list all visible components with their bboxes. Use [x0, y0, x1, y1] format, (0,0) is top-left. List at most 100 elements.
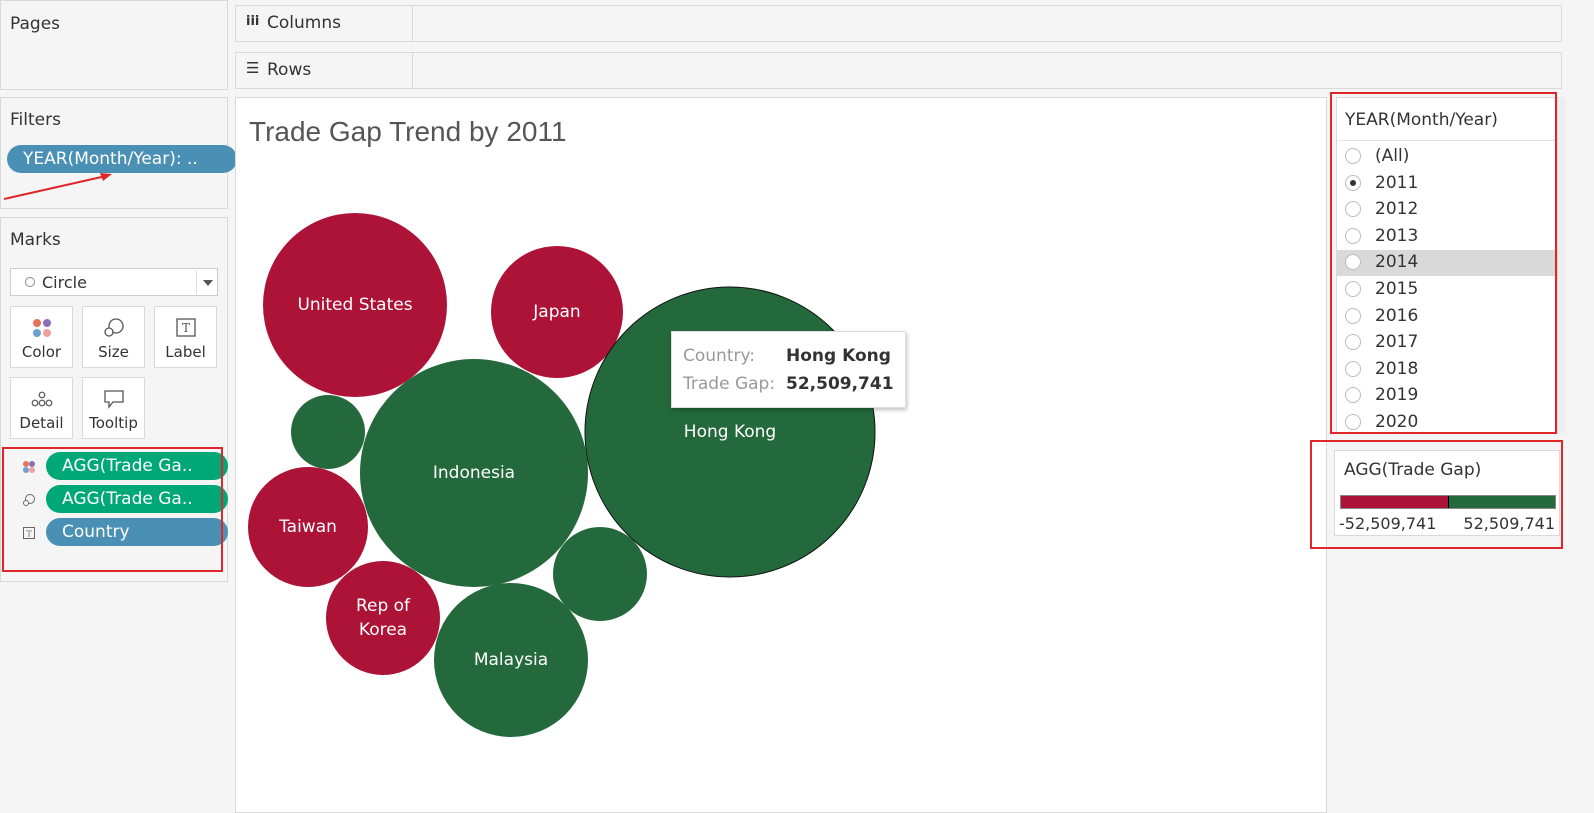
pages-card: Pages	[0, 0, 228, 90]
pill-size-icon	[23, 494, 35, 506]
year-option-2014[interactable]: 2014	[1337, 250, 1559, 277]
mark-type-value: Circle	[42, 273, 87, 292]
color-label: Color	[21, 343, 62, 361]
size-icon	[103, 318, 124, 337]
marks-size-button[interactable]: Size	[82, 306, 145, 368]
radio-button[interactable]	[1345, 387, 1361, 404]
radio-button[interactable]	[1345, 201, 1361, 218]
radio-button[interactable]	[1345, 254, 1361, 271]
year-option-2015[interactable]: 2015	[1337, 277, 1559, 303]
radio-button[interactable]	[1345, 148, 1361, 164]
legend-title: AGG(Trade Gap)	[1344, 460, 1482, 480]
detail-icon	[31, 391, 52, 407]
year-filter-scrollbar[interactable]	[1558, 97, 1566, 433]
marks-label-button[interactable]: T Label	[154, 306, 217, 368]
label-icon: T	[175, 318, 196, 337]
pill-label-icon: T	[23, 527, 35, 539]
rows-icon: ☰	[246, 59, 260, 77]
pages-title: Pages	[10, 14, 61, 34]
detail-label: Detail	[19, 414, 64, 432]
columns-drop-area[interactable]	[412, 6, 1562, 41]
rows-label: Rows	[267, 60, 312, 80]
legend-min-label: -52,509,741	[1339, 514, 1437, 533]
tooltip-country-value: Hong Kong	[786, 346, 891, 366]
year-option-2017[interactable]: 2017	[1337, 330, 1559, 356]
legend-ramp-midpoint	[1447, 496, 1449, 508]
highlight-box-year-filter	[1330, 92, 1557, 434]
bubble-japan[interactable]	[491, 246, 623, 378]
legend-max-label: 52,509,741	[1463, 514, 1555, 533]
annotation-arrow	[3, 173, 112, 200]
year-option-label: 2019	[1375, 385, 1419, 406]
svg-text:T: T	[26, 530, 32, 539]
year-option-all[interactable]: (All)	[1337, 144, 1559, 170]
radio-button[interactable]	[1345, 334, 1361, 351]
year-filter-card: YEAR(Month/Year) (All) 2011 2012 2013 2014 20…	[1336, 97, 1559, 433]
year-option-label: 2014	[1375, 252, 1419, 273]
year-option-label: 2011	[1375, 172, 1419, 193]
year-option-label: 2020	[1375, 412, 1419, 432]
bubble-taiwan[interactable]	[248, 467, 368, 587]
radio-button[interactable]	[1345, 307, 1361, 324]
rows-shelf[interactable]: ☰ Rows	[235, 52, 1562, 89]
marks-title: Marks	[10, 230, 61, 250]
rows-drop-area[interactable]	[412, 53, 1562, 88]
year-option-label: 2018	[1375, 358, 1419, 379]
year-option-2013[interactable]: 2013	[1337, 224, 1559, 250]
marks-color-button[interactable]: Color	[10, 306, 73, 368]
svg-text:T: T	[181, 321, 189, 335]
bubble-indonesia[interactable]	[360, 359, 588, 587]
year-option-2012[interactable]: 2012	[1337, 197, 1559, 223]
columns-icon: iii	[246, 14, 260, 29]
year-option-label: 2015	[1375, 279, 1419, 299]
size-label: Size	[98, 343, 129, 361]
legend-ramp	[1340, 495, 1556, 509]
bubble-unlabeled-7[interactable]	[291, 395, 365, 469]
marks-tooltip-button[interactable]: Tooltip	[82, 377, 145, 439]
tooltip-icon	[103, 390, 124, 409]
tooltip-gap-value: 52,509,741	[786, 374, 894, 394]
radio-button[interactable]	[1345, 360, 1361, 377]
chevron-down-icon	[196, 270, 218, 294]
marks-pill-color[interactable]: AGG(Trade Ga..	[46, 452, 228, 480]
highlight-box-marks	[2, 447, 223, 572]
filter-pill-year[interactable]: YEAR(Month/Year): ..	[7, 145, 237, 173]
columns-shelf[interactable]: iii Columns	[235, 5, 1562, 42]
marks-pill-size[interactable]: AGG(Trade Ga..	[46, 485, 228, 513]
circle-icon	[25, 277, 35, 287]
legend-ramp-negative	[1341, 496, 1448, 508]
marks-card: Marks Circle Color Size T Label	[0, 217, 228, 582]
radio-button[interactable]	[1345, 414, 1361, 430]
year-options-list: (All) 2011 2012 2013 2014 2015 2016 2017 2018 201…	[1337, 144, 1559, 432]
filters-title: Filters	[10, 110, 61, 130]
year-option-2020[interactable]: 2020	[1337, 410, 1559, 432]
marks-detail-button[interactable]: Detail	[10, 377, 73, 439]
tooltip-country-key: Country:	[683, 346, 756, 366]
bubble-chart	[248, 213, 876, 737]
tooltip-label: Tooltip	[89, 414, 138, 432]
label-label: Label	[165, 343, 206, 361]
radio-button[interactable]	[1345, 281, 1361, 297]
tooltip-gap-key: Trade Gap:	[683, 374, 776, 394]
year-option-label: 2017	[1375, 332, 1419, 353]
mark-tooltip: Country: Hong Kong Trade Gap: 52,509,741	[671, 331, 906, 408]
legend-card: AGG(Trade Gap) -52,509,741 52,509,741	[1334, 450, 1560, 536]
mark-type-dropdown[interactable]: Circle	[10, 268, 218, 296]
bubble-rep-of-korea[interactable]	[326, 561, 440, 675]
year-option-2016[interactable]: 2016	[1337, 304, 1559, 330]
view-title: Trade Gap Trend by 2011	[249, 116, 567, 147]
year-option-2011[interactable]: 2011	[1337, 171, 1559, 197]
bubble-malaysia[interactable]	[434, 583, 588, 737]
year-option-label: 2013	[1375, 225, 1419, 246]
radio-button[interactable]	[1345, 227, 1361, 244]
bubble-unlabeled-8[interactable]	[553, 527, 647, 621]
marks-pill-country[interactable]: Country	[46, 518, 228, 546]
bubble-united-states[interactable]	[263, 213, 447, 397]
year-option-2019[interactable]: 2019	[1337, 383, 1559, 409]
radio-button[interactable]	[1345, 174, 1361, 191]
year-option-2018[interactable]: 2018	[1337, 357, 1559, 383]
view-canvas[interactable]: Trade Gap Trend by 2011 United States Jap…	[235, 97, 1327, 813]
year-option-label: (All)	[1375, 146, 1410, 166]
year-option-label: 2012	[1375, 199, 1419, 220]
highlight-box-legend	[1310, 440, 1563, 549]
